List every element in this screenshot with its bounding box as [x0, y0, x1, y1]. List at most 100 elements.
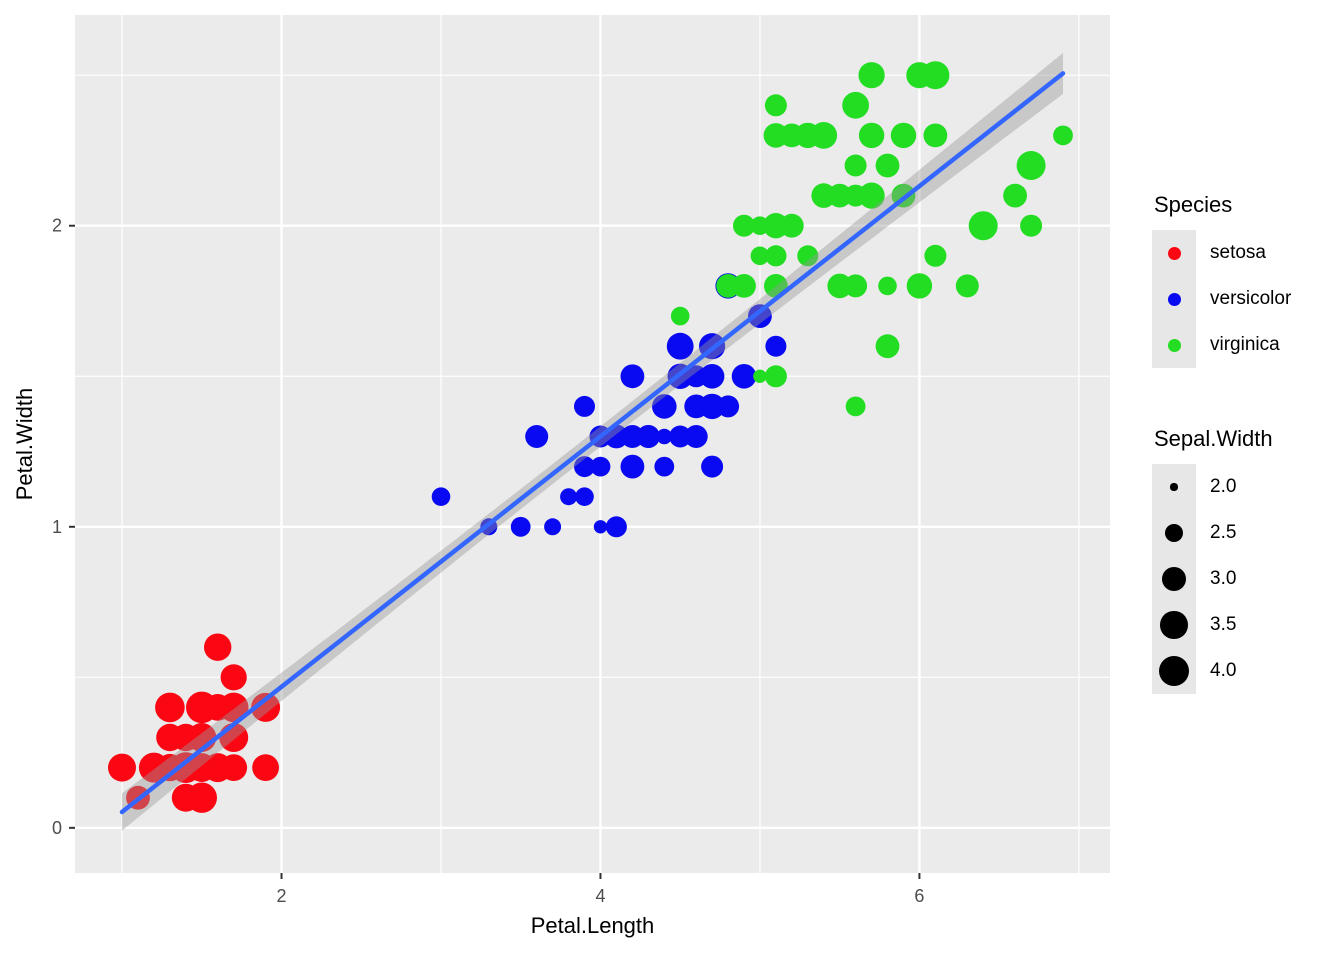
data-point-versicolor — [431, 487, 451, 507]
data-point-virginica — [779, 213, 804, 238]
legend-species-title: Species — [1154, 192, 1233, 217]
legend-item-size-4.0: 4.0 — [1152, 648, 1273, 694]
data-point-setosa — [155, 692, 185, 723]
data-point-virginica — [845, 396, 866, 417]
data-point-versicolor — [525, 425, 549, 448]
data-point-virginica — [753, 369, 767, 383]
legend-species-keys: setosa versicolor virginica — [1152, 230, 1291, 368]
y-tick-label: 0 — [52, 818, 62, 838]
legend-key-swatch — [1152, 510, 1196, 556]
data-point-virginica — [764, 94, 787, 117]
size-dot-icon — [1164, 523, 1184, 543]
data-point-virginica — [750, 216, 770, 235]
data-point-versicolor — [684, 425, 708, 448]
data-point-versicolor — [590, 456, 611, 477]
data-point-virginica — [716, 274, 740, 298]
data-point-versicolor — [593, 520, 608, 534]
data-point-setosa — [162, 729, 178, 746]
data-point-virginica — [750, 246, 770, 266]
data-point-virginica — [968, 211, 998, 241]
data-point-virginica — [844, 184, 867, 207]
data-point-versicolor — [699, 364, 725, 389]
data-point-versicolor — [654, 456, 675, 477]
data-point-virginica — [923, 123, 948, 148]
virginica-color-dot-icon — [1167, 338, 1181, 352]
data-point-virginica — [827, 273, 852, 299]
data-point-versicolor — [605, 516, 627, 538]
data-point-setosa — [251, 692, 281, 722]
legend-key-swatch — [1152, 230, 1196, 276]
data-point-versicolor — [684, 394, 709, 419]
data-point-virginica — [765, 245, 787, 267]
data-point-virginica — [764, 365, 787, 388]
data-point-versicolor — [510, 516, 531, 537]
data-point-setosa — [220, 664, 247, 691]
legend-item-label: setosa — [1210, 242, 1266, 263]
legend-item-label: 4.0 — [1210, 660, 1237, 681]
data-point-virginica — [779, 123, 804, 148]
x-tick-label: 6 — [914, 886, 924, 906]
data-point-virginica — [1016, 151, 1046, 180]
data-point-versicolor — [620, 425, 644, 448]
data-point-versicolor — [560, 488, 578, 506]
legend-item-label: 3.0 — [1210, 568, 1237, 589]
data-point-virginica — [1003, 183, 1027, 208]
data-point-virginica — [670, 306, 690, 326]
data-point-setosa — [171, 783, 200, 812]
legend-key-swatch — [1152, 322, 1196, 368]
data-point-setosa — [173, 725, 198, 750]
data-point-virginica — [1053, 125, 1073, 146]
legend-key-swatch — [1152, 602, 1196, 648]
legend-key-swatch — [1152, 276, 1196, 322]
data-point-virginica — [844, 154, 867, 177]
data-point-setosa — [204, 633, 232, 661]
setosa-color-dot-icon — [1167, 246, 1181, 260]
data-point-versicolor — [717, 395, 740, 418]
x-tick-label: 2 — [277, 886, 287, 906]
data-point-virginica — [924, 244, 947, 267]
data-point-setosa — [172, 754, 199, 781]
legend-sepal-width: Sepal.Width 2.0 2.5 3.0 — [1152, 426, 1273, 694]
data-point-versicolor — [734, 367, 754, 386]
data-point-virginica — [858, 182, 885, 209]
data-point-virginica — [878, 276, 897, 296]
data-point-virginica — [1020, 214, 1043, 237]
data-point-virginica — [906, 273, 933, 299]
y-axis-title: Petal.Width — [12, 387, 37, 501]
y-tick-label: 1 — [52, 517, 62, 537]
data-point-versicolor — [666, 332, 694, 360]
size-dot-icon — [1170, 483, 1178, 491]
data-point-virginica — [875, 334, 900, 359]
legend-key-swatch — [1152, 556, 1196, 602]
legend-item-label: 2.5 — [1210, 522, 1237, 543]
legend-item-setosa: setosa — [1152, 230, 1291, 276]
legend-size-keys: 2.0 2.5 3.0 3.5 — [1152, 464, 1273, 694]
regression-line — [119, 71, 1066, 815]
data-point-virginica — [810, 121, 838, 149]
data-point-versicolor — [620, 364, 645, 389]
legend-key-swatch — [1152, 464, 1196, 510]
data-point-virginica — [890, 122, 917, 149]
data-point-virginica — [843, 93, 868, 118]
legend-item-size-3.0: 3.0 — [1152, 556, 1273, 602]
data-point-setosa — [188, 694, 216, 721]
data-point-virginica — [875, 153, 900, 178]
data-point-versicolor — [652, 394, 677, 419]
data-point-versicolor — [575, 487, 594, 507]
size-dot-icon — [1162, 567, 1186, 591]
legend-item-size-2.5: 2.5 — [1152, 510, 1273, 556]
data-point-versicolor — [620, 454, 645, 479]
legend-size-title: Sepal.Width — [1154, 426, 1273, 451]
legend-item-size-3.5: 3.5 — [1152, 602, 1273, 648]
y-tick-label: 2 — [52, 216, 62, 236]
data-point-versicolor — [656, 428, 672, 445]
data-point-versicolor — [574, 456, 595, 478]
data-point-versicolor — [748, 304, 772, 328]
data-point-virginica — [955, 274, 979, 298]
data-point-setosa — [108, 753, 136, 782]
data-point-virginica — [858, 62, 885, 89]
size-dot-icon — [1160, 611, 1188, 639]
data-point-versicolor — [544, 518, 562, 536]
